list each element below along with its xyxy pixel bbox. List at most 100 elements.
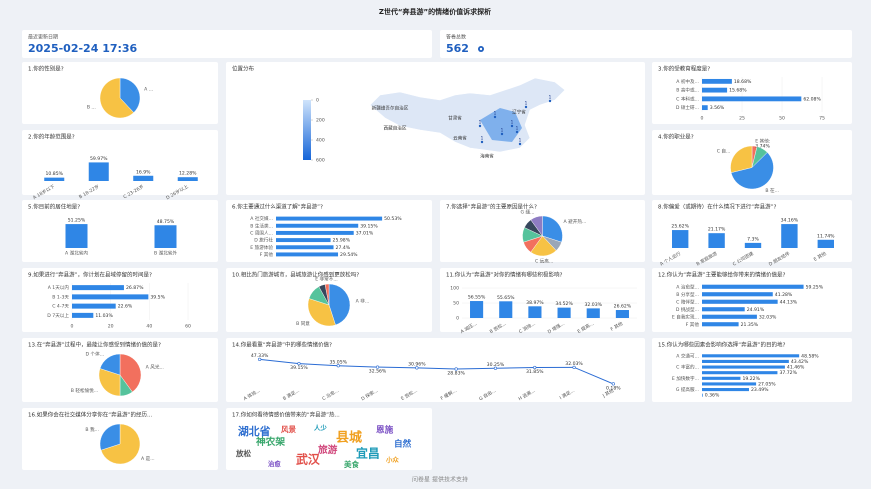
bar (470, 301, 484, 318)
value-label: 41.28% (775, 292, 793, 298)
chart-title: 6.你主要通过什么渠道了解“奔县游”? (232, 203, 323, 211)
value-label: 12.28% (179, 171, 197, 177)
chart-title: 位置分布 (232, 65, 255, 73)
chart-title: 1.你的性别是? (28, 65, 64, 73)
pie-slice (324, 283, 330, 306)
value-label: 59.97% (90, 156, 108, 162)
word: 宜昌 (356, 447, 380, 461)
category-label: A 治愈型... (676, 283, 699, 290)
value-label: 39.15% (290, 365, 308, 371)
value-label: 62.08% (803, 96, 821, 102)
category-label: C 4-7天 (52, 304, 69, 310)
point (258, 357, 262, 361)
word: 县城 (336, 430, 362, 446)
marker (478, 124, 482, 128)
slice-label: A 避开热... (564, 218, 587, 225)
bar (615, 310, 629, 318)
word: 人少 (314, 423, 327, 432)
slice-label: A 是... (141, 456, 155, 462)
bar (72, 285, 124, 291)
word: 旅游 (318, 443, 338, 456)
slice-label: A 非... (356, 297, 370, 304)
pie-slice (307, 298, 336, 327)
bar (702, 96, 802, 102)
value-label: 34.52% (555, 301, 573, 307)
value-label: 32.03% (759, 314, 777, 320)
category-label: B 高中或... (676, 87, 699, 94)
region-label: 西藏自治区 (384, 125, 407, 132)
bar (276, 230, 354, 235)
bar (72, 294, 149, 300)
value-label: 41.46% (787, 365, 805, 371)
region-label: 新疆维吾尔自治区 (372, 105, 409, 112)
marker-label: 1 (481, 136, 484, 142)
category-label: B 分享型... (676, 291, 699, 298)
category-label: B 1-3天 (52, 294, 69, 300)
category-label: B 生活类... (250, 222, 273, 229)
marker-label: 1 (501, 128, 504, 134)
value-label: 48.58% (801, 353, 819, 359)
bar (781, 224, 798, 248)
pie-slice (99, 353, 121, 376)
slice-label: C 自... (717, 148, 731, 155)
category-label: C 丰富的... (676, 364, 699, 371)
chart-title: 3.你的受教育程度是? (658, 65, 710, 73)
value-label: 22.6% (118, 304, 133, 310)
value-label: 32.03% (565, 361, 583, 367)
pie-slice (530, 215, 543, 237)
point (611, 382, 615, 386)
bar (702, 393, 703, 397)
marker-label: 1 (511, 120, 514, 126)
update-value: 2025-02-24 17:36 (28, 42, 138, 55)
x-tick-label: 75 (819, 116, 825, 122)
bar (702, 382, 757, 386)
bar (817, 239, 834, 248)
bar (744, 242, 762, 248)
marker-label: 1 (519, 138, 522, 144)
marker (518, 142, 522, 146)
value-label: 31.85% (526, 369, 544, 375)
slice-label: B ... (87, 105, 96, 111)
value-label: 7.3% (747, 236, 759, 242)
value-label: 30.25% (487, 362, 505, 368)
value-label: 32.03% (584, 302, 602, 308)
value-label: 27.05% (758, 381, 776, 387)
value-label: 26.87% (126, 285, 144, 291)
value-label: 43.42% (791, 359, 809, 365)
value-label: 24.91% (747, 307, 765, 313)
category-label: D 旅行社 (254, 237, 273, 244)
category-label: C 周围人... (250, 230, 273, 236)
bar (702, 359, 789, 363)
word: 自然 (394, 438, 412, 450)
bar (72, 303, 116, 309)
marker (515, 130, 519, 134)
legend-tick-label: 0 (316, 98, 319, 104)
bar (276, 216, 383, 221)
bar (702, 292, 773, 297)
word: 湖北省 (238, 424, 271, 438)
bar (44, 177, 65, 181)
category-label: C 本科或... (676, 95, 699, 102)
value-label: 44.13% (780, 299, 798, 305)
bar (702, 314, 757, 319)
slice-label: E 其他: (755, 138, 771, 145)
value-label: 18.68% (734, 79, 752, 85)
category-label: B 湖北省外 (154, 250, 177, 257)
marker (500, 132, 504, 136)
chart-title: 4.你的职业是? (658, 133, 694, 141)
slice-label: E 非常不... (315, 276, 338, 283)
chart-card (652, 338, 852, 402)
value-label: 3.74% (755, 144, 770, 150)
word: 治愈 (268, 459, 281, 468)
legend-tick-label: 200 (316, 118, 325, 124)
chart-card (226, 338, 645, 402)
value-label: 28.83% (447, 371, 465, 377)
region-label: 甘肃省 (448, 115, 462, 122)
bar (65, 224, 88, 248)
value-label: 0.18% (606, 385, 621, 391)
x-tick-label: 0 (71, 324, 74, 330)
category-label: G 提高服... (676, 386, 699, 393)
value-label: 3.56% (710, 105, 725, 111)
value-label: 16.9% (136, 169, 151, 175)
slice-label: A 风光... (146, 363, 164, 370)
